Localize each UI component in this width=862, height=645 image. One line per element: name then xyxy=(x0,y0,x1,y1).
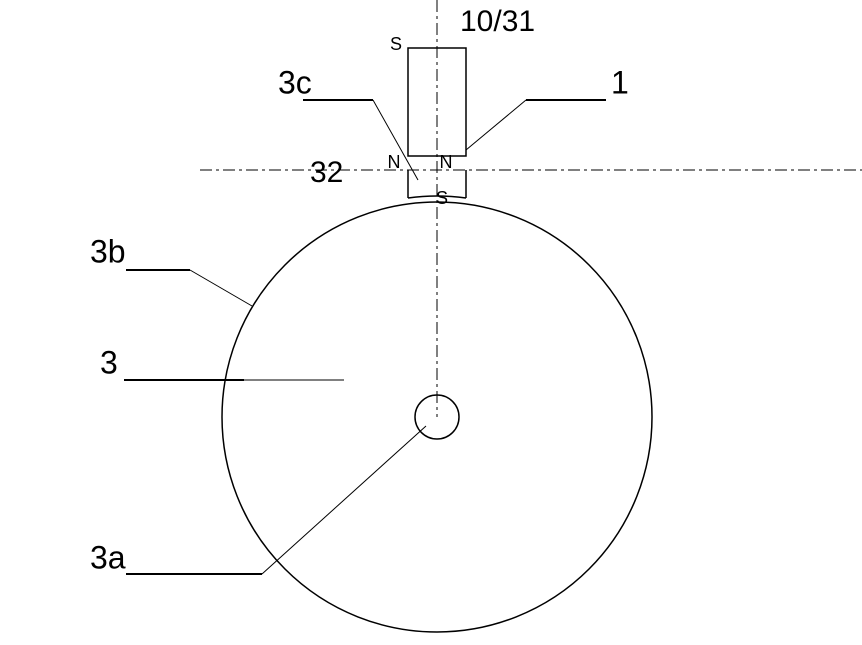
ref-label-1: 1 xyxy=(611,64,629,100)
ref-label-3: 3 xyxy=(100,344,118,380)
pole-labels: S N N S xyxy=(388,34,453,208)
leader-3b xyxy=(126,270,252,306)
pole-n-bottom: N xyxy=(440,152,453,172)
engineering-diagram: S N N S 10/31 1 3c 32 3b 3 xyxy=(0,0,862,645)
leader-lines xyxy=(124,100,606,574)
pole-s-bottom: S xyxy=(436,188,448,208)
ref-label-3b: 3b xyxy=(90,233,126,269)
ref-label-32: 32 xyxy=(310,156,343,189)
pole-s-top: S xyxy=(390,34,402,54)
ref-label-3a: 3a xyxy=(90,539,126,575)
pole-n-top: N xyxy=(388,152,401,172)
leader-1 xyxy=(466,100,606,150)
ref-label-3c: 3c xyxy=(278,64,312,100)
reference-labels: 10/31 1 3c 32 3b 3 3a xyxy=(90,5,629,576)
leader-3a xyxy=(126,426,426,574)
page-label: 10/31 xyxy=(460,5,535,38)
